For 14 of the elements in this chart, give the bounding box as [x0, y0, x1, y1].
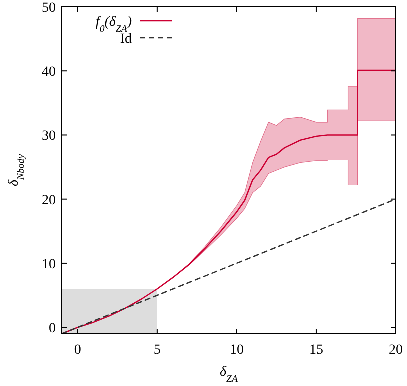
legend-label: Id — [120, 32, 132, 47]
x-tick-label: 10 — [230, 343, 244, 358]
y-tick-label: 0 — [49, 322, 56, 337]
y-tick-label: 20 — [42, 193, 56, 208]
x-tick-label: 0 — [74, 343, 82, 358]
y-tick-label: 30 — [42, 129, 56, 144]
x-tick-label: 20 — [389, 343, 403, 358]
y-tick-label: 50 — [42, 1, 56, 16]
x-tick-label: 15 — [309, 343, 324, 358]
y-tick-label: 10 — [42, 257, 56, 272]
legend-label: f$_{0}$(δ$_{ZA}$) — [96, 15, 132, 34]
y-tick-label: 40 — [42, 65, 56, 80]
x-axis-title: δ$_{ZA}$ — [220, 365, 239, 384]
x-tick-label: 5 — [154, 343, 161, 358]
